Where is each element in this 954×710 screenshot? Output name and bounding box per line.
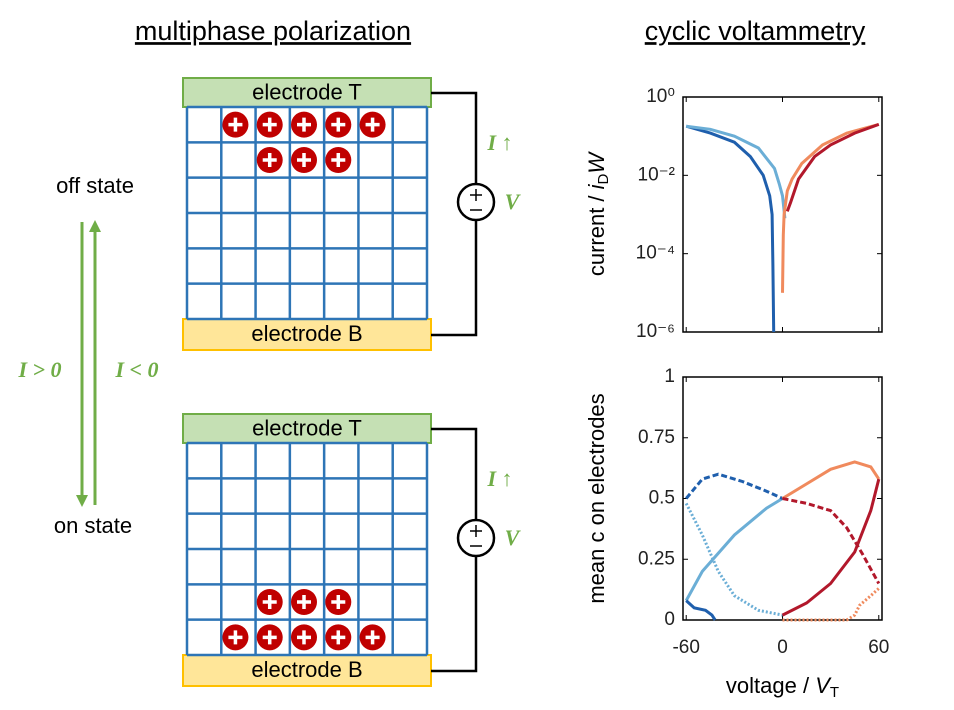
source-sign xyxy=(470,189,482,211)
x-tick-label: 60 xyxy=(868,637,889,658)
current-label: I ↑ xyxy=(486,130,512,155)
ion-plus xyxy=(297,630,311,645)
series-line xyxy=(781,460,881,500)
y-tick-label: 0.75 xyxy=(638,427,675,448)
arrow-up-label: I < 0 xyxy=(114,357,158,382)
y-label-part: mean c on electrodes xyxy=(584,393,609,603)
series-line xyxy=(685,472,784,500)
voltage-label: V xyxy=(505,525,522,550)
series-line xyxy=(685,124,776,333)
series-line xyxy=(782,497,881,585)
arrows xyxy=(76,220,101,507)
ion-plus xyxy=(297,595,311,609)
y-label-part: D xyxy=(595,173,612,184)
ion-plus xyxy=(331,595,346,609)
series-line xyxy=(686,124,787,219)
x-label-part: voltage / xyxy=(726,673,815,698)
electrode-bottom-label: electrode B xyxy=(251,321,362,346)
ion-plus xyxy=(262,630,277,645)
y-tick-label: 10⁰ xyxy=(646,86,675,107)
source-sign xyxy=(470,525,482,547)
source xyxy=(456,518,496,558)
y-label-part: W xyxy=(584,151,609,174)
ion-plus xyxy=(331,153,346,167)
on-state: on state xyxy=(54,513,132,538)
series-line xyxy=(782,587,880,622)
series-line xyxy=(781,122,880,293)
current-label: I ↑ xyxy=(486,466,512,491)
ion-plus xyxy=(297,153,311,167)
series-line xyxy=(781,478,881,617)
source xyxy=(456,182,496,222)
y-tick-label: 10⁻⁴ xyxy=(636,243,675,264)
ion-plus xyxy=(331,117,346,132)
y-tick-label: 0.25 xyxy=(638,548,675,569)
left-title: multiphase polarization xyxy=(135,16,411,46)
voltage-label: V xyxy=(505,189,522,214)
arrow-down-label: I > 0 xyxy=(17,357,61,382)
ion-plus xyxy=(228,630,243,645)
y-tick-label: 10⁻⁶ xyxy=(636,321,675,342)
x-tick-label: -60 xyxy=(672,637,699,658)
ion-plus xyxy=(365,630,380,645)
y-axis-label: current / iDW xyxy=(584,151,612,277)
ion-plus xyxy=(262,595,277,609)
ion-plus xyxy=(297,117,311,132)
y-tick-label: 10⁻² xyxy=(638,164,676,185)
y-tick-label: 0 xyxy=(664,609,675,630)
x-label-part: V xyxy=(815,673,832,698)
y-label-part: i xyxy=(584,183,609,189)
ion-plus xyxy=(262,153,277,167)
ion-plus xyxy=(228,117,243,132)
electrode-bottom-label: electrode B xyxy=(251,657,362,682)
series-line xyxy=(684,497,784,602)
ion-plus xyxy=(331,630,346,645)
off-state: off state xyxy=(56,173,134,198)
y-tick-label: 0.5 xyxy=(649,488,675,509)
electrode-top-label: electrode T xyxy=(252,79,362,104)
series-line xyxy=(684,502,783,617)
y-label-part: current / xyxy=(584,189,609,276)
y-tick-label: 1 xyxy=(664,366,675,387)
x-tick-label: 0 xyxy=(777,637,788,658)
ion-plus xyxy=(262,117,277,132)
series-line xyxy=(685,599,717,621)
ion-plus xyxy=(365,117,380,132)
y-axis-label: mean c on electrodes xyxy=(584,393,609,603)
x-axis-label: voltage / VT xyxy=(726,673,839,701)
right-title: cyclic voltammetry xyxy=(645,16,866,46)
electrode-top-label: electrode T xyxy=(252,415,362,440)
x-label-part: T xyxy=(830,684,839,701)
series-line xyxy=(785,122,880,212)
